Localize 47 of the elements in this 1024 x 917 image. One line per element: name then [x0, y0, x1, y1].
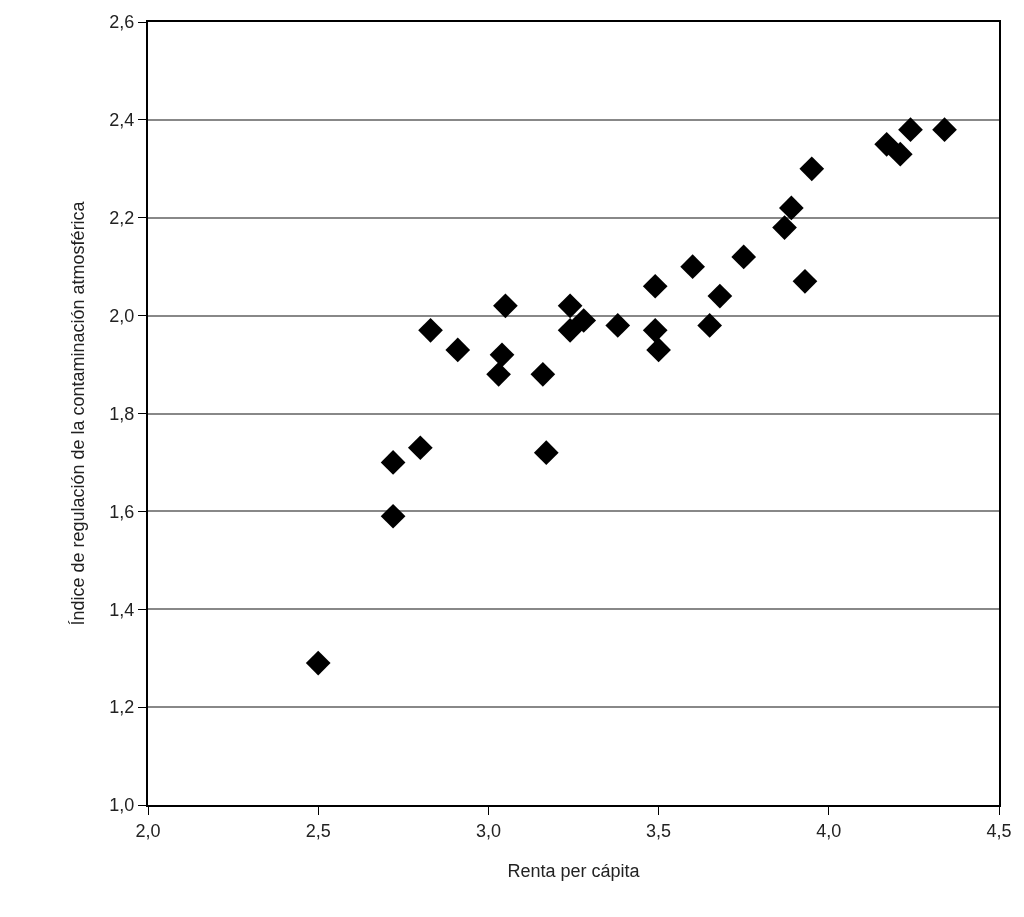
point — [707, 283, 733, 309]
x-tick-label: 4,0 — [816, 820, 842, 841]
point — [642, 317, 668, 343]
point — [530, 362, 556, 387]
y-tick-label: 2,0 — [109, 305, 135, 326]
x-tick-label: 2,5 — [305, 820, 331, 841]
x-tick-label: 2,0 — [135, 820, 161, 841]
point — [646, 337, 671, 363]
y-axis-title: Índice de regulación de la contaminación atmosférica — [68, 200, 89, 626]
y-tick-label: 2,6 — [109, 12, 135, 33]
y-tick-label: 1,4 — [109, 599, 135, 620]
point — [792, 269, 818, 294]
point — [642, 273, 668, 299]
point — [571, 308, 597, 333]
point — [445, 337, 471, 363]
point — [493, 293, 518, 319]
point — [731, 244, 757, 270]
point — [380, 450, 406, 475]
x-tick-label: 4,5 — [986, 820, 1012, 841]
y-tick-label: 2,2 — [109, 208, 135, 229]
point — [887, 141, 913, 167]
point — [557, 293, 583, 319]
point — [799, 156, 825, 182]
point — [605, 313, 631, 338]
point — [486, 362, 511, 387]
point — [898, 117, 923, 143]
point — [932, 117, 957, 143]
point — [305, 650, 331, 676]
x-tick-label: 3,5 — [646, 820, 672, 841]
point — [407, 435, 433, 461]
y-tick-label: 1,2 — [109, 697, 135, 718]
y-tick-label: 1,8 — [109, 403, 135, 424]
point — [418, 317, 443, 343]
point — [680, 254, 705, 280]
point — [489, 342, 515, 368]
x-axis-title: Renta per cápita — [507, 861, 641, 882]
point — [557, 317, 583, 343]
point — [779, 195, 804, 221]
point — [380, 503, 406, 529]
y-tick-label: 1,0 — [109, 795, 135, 816]
point — [874, 131, 900, 157]
y-tick-label: 1,6 — [109, 501, 135, 522]
point — [697, 313, 723, 338]
point — [772, 215, 797, 240]
y-tick-label: 2,4 — [109, 110, 135, 131]
point — [533, 440, 559, 465]
x-tick-label: 3,0 — [475, 820, 501, 841]
